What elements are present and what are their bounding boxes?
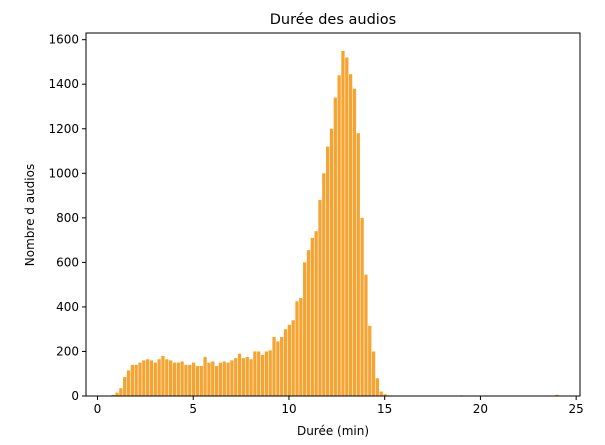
y-tick-label: 200 xyxy=(56,344,79,358)
y-tick-label: 1400 xyxy=(48,77,79,91)
bar xyxy=(130,364,134,396)
bar xyxy=(165,359,169,396)
bar xyxy=(306,250,311,396)
bar xyxy=(283,329,288,396)
bar xyxy=(348,74,353,396)
bar xyxy=(326,146,330,396)
bar xyxy=(191,362,196,396)
bar xyxy=(375,378,380,396)
bar xyxy=(322,173,326,396)
bar xyxy=(264,351,268,396)
bar xyxy=(134,364,138,396)
x-tick-label: 20 xyxy=(473,402,488,416)
bar xyxy=(337,75,341,396)
bar xyxy=(253,351,257,396)
bar xyxy=(172,362,177,396)
bar xyxy=(383,394,387,396)
bar xyxy=(341,50,345,396)
bar xyxy=(268,350,272,396)
plot-area-frame xyxy=(85,32,581,397)
bar xyxy=(211,361,215,396)
y-tick-label: 1200 xyxy=(48,122,79,136)
y-axis-title: Nombre d audios xyxy=(23,164,37,266)
bar xyxy=(364,274,368,396)
bar xyxy=(245,357,249,396)
bar xyxy=(222,361,226,396)
bar xyxy=(314,231,318,396)
bar xyxy=(329,128,334,396)
bar xyxy=(352,88,357,397)
chart-title: Durée des audios xyxy=(270,12,396,28)
bar xyxy=(310,237,314,396)
bar xyxy=(123,377,127,396)
x-tick-label: 15 xyxy=(377,402,392,416)
bar xyxy=(169,360,173,396)
bar xyxy=(356,133,360,396)
bar xyxy=(260,354,265,396)
bar xyxy=(234,358,238,396)
bar xyxy=(119,388,123,396)
x-tick-label: 25 xyxy=(569,402,584,416)
bar xyxy=(184,364,188,396)
bar xyxy=(303,262,307,396)
bar xyxy=(276,341,280,396)
bar xyxy=(195,365,200,396)
bar xyxy=(214,365,219,396)
bars-group xyxy=(107,50,559,397)
bar xyxy=(241,358,246,396)
bar xyxy=(126,370,131,396)
bar xyxy=(360,217,364,396)
bar xyxy=(230,360,234,396)
y-tick-label: 1000 xyxy=(48,166,79,180)
bar xyxy=(237,353,242,396)
y-tick-label: 1600 xyxy=(48,33,79,47)
y-axis: 0 200 400 600 800 1000 1200 1400 1600 xyxy=(48,33,86,403)
bar xyxy=(226,362,230,396)
y-tick-label: 600 xyxy=(56,255,79,269)
bar xyxy=(111,394,115,396)
bar xyxy=(188,364,192,396)
bar xyxy=(299,298,303,396)
bar xyxy=(287,324,291,396)
bar xyxy=(272,336,276,396)
bar xyxy=(280,336,284,396)
bar xyxy=(203,357,207,396)
bar xyxy=(138,362,142,396)
bar xyxy=(379,391,383,396)
bar xyxy=(142,360,146,396)
bar xyxy=(295,301,299,396)
bar xyxy=(153,362,157,396)
bar xyxy=(146,359,150,396)
bar xyxy=(218,362,223,396)
x-tick-label: 5 xyxy=(189,402,197,416)
y-tick-label: 0 xyxy=(71,389,79,403)
bar xyxy=(345,57,349,396)
bar xyxy=(333,97,337,396)
bar xyxy=(161,355,165,396)
bar xyxy=(257,351,261,396)
x-axis-title: Durée (min) xyxy=(297,424,369,438)
x-tick-label: 0 xyxy=(94,402,102,416)
y-tick-label: 400 xyxy=(56,300,79,314)
bar xyxy=(371,351,376,396)
y-tick-label: 800 xyxy=(56,211,79,225)
bar xyxy=(176,362,180,396)
bar xyxy=(318,200,322,396)
bar xyxy=(180,361,184,396)
bar xyxy=(157,359,161,396)
bar xyxy=(115,392,119,396)
bar xyxy=(207,362,211,396)
bar xyxy=(368,325,372,396)
bar xyxy=(555,394,559,396)
x-axis: 0 5 10 15 20 25 xyxy=(94,396,584,416)
bar xyxy=(249,359,253,396)
bar xyxy=(291,320,295,396)
bar xyxy=(149,360,154,396)
bar xyxy=(199,365,203,396)
x-tick-label: 10 xyxy=(281,402,296,416)
